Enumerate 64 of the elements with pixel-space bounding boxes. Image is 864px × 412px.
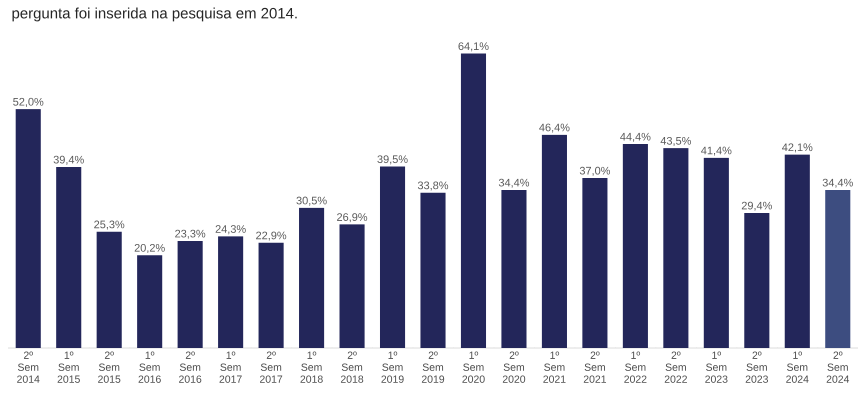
x-tick-label: 2º Sem 2019 xyxy=(422,352,444,383)
x-tick-label: 1º Sem 2021 xyxy=(543,352,566,383)
bar xyxy=(218,236,244,348)
data-label: 41,4% xyxy=(701,146,732,156)
chart-title: pergunta foi inserida na pesquisa em 2014. xyxy=(12,8,297,22)
data-label: 43,5% xyxy=(660,136,691,146)
x-tick-label: 2º Sem 2024 xyxy=(826,352,850,383)
data-label: 23,3% xyxy=(175,230,206,239)
x-tick-label: 2º Sem 2017 xyxy=(260,352,282,383)
bar xyxy=(460,54,486,348)
bar xyxy=(137,255,162,348)
bar xyxy=(825,190,850,348)
x-tick-label: 1º Sem 2017 xyxy=(220,352,242,383)
bar xyxy=(340,224,365,348)
bar xyxy=(178,240,203,348)
bar xyxy=(420,192,446,348)
bar xyxy=(299,208,324,348)
bar xyxy=(784,154,810,348)
x-tick-label: 2º Sem 2018 xyxy=(340,352,364,383)
bar xyxy=(704,158,729,348)
x-tick-label: 1º Sem 2023 xyxy=(705,352,728,383)
x-tick-label: 1º Sem 2015 xyxy=(58,352,80,383)
data-label: 39,4% xyxy=(54,156,84,165)
bar xyxy=(258,242,284,348)
data-label: 30,5% xyxy=(296,196,327,206)
x-tick-label: 1º Sem 2018 xyxy=(300,352,323,383)
bar xyxy=(622,144,648,348)
data-label: 22,9% xyxy=(256,232,286,241)
data-label: 52,0% xyxy=(13,98,44,107)
x-tick-label: 2º Sem 2015 xyxy=(98,352,120,383)
x-tick-label: 2º Sem 2016 xyxy=(179,352,202,383)
x-tick-label: 1º Sem 2019 xyxy=(381,352,404,383)
x-tick-label: 1º Sem 2024 xyxy=(786,352,809,383)
data-label: 25,3% xyxy=(94,220,124,230)
data-label: 34,4% xyxy=(822,178,853,188)
data-label: 46,4% xyxy=(539,124,570,133)
bar xyxy=(56,167,82,348)
data-label: 20,2% xyxy=(134,244,165,254)
bar xyxy=(542,134,567,348)
data-label: 33,8% xyxy=(418,182,448,191)
bar xyxy=(663,148,688,348)
data-label: 24,3% xyxy=(216,225,246,234)
bar xyxy=(582,178,608,348)
bar xyxy=(380,166,406,348)
x-tick-label: 2º Sem 2022 xyxy=(664,352,687,383)
data-label: 29,4% xyxy=(742,202,772,211)
data-label: 64,1% xyxy=(458,42,489,52)
x-tick-label: 2º Sem 2020 xyxy=(502,352,526,383)
bar xyxy=(744,212,770,348)
data-label: 34,4% xyxy=(498,178,530,188)
bar xyxy=(501,190,527,348)
bar xyxy=(96,232,122,348)
x-tick-label: 2º Sem 2021 xyxy=(584,352,606,383)
x-tick-label: 2º Sem 2014 xyxy=(17,352,40,383)
x-tick-label: 1º Sem 2016 xyxy=(138,352,161,383)
bar xyxy=(16,109,41,348)
x-tick-label: 2º Sem 2023 xyxy=(746,352,768,383)
data-label: 42,1% xyxy=(782,143,812,152)
data-label: 39,5% xyxy=(377,155,408,164)
x-tick-label: 1º Sem 2020 xyxy=(462,352,485,383)
x-tick-label: 1º Sem 2022 xyxy=(624,352,646,383)
data-label: 37,0% xyxy=(580,166,610,176)
data-label: 44,4% xyxy=(620,132,651,142)
data-label: 26,9% xyxy=(337,213,368,222)
